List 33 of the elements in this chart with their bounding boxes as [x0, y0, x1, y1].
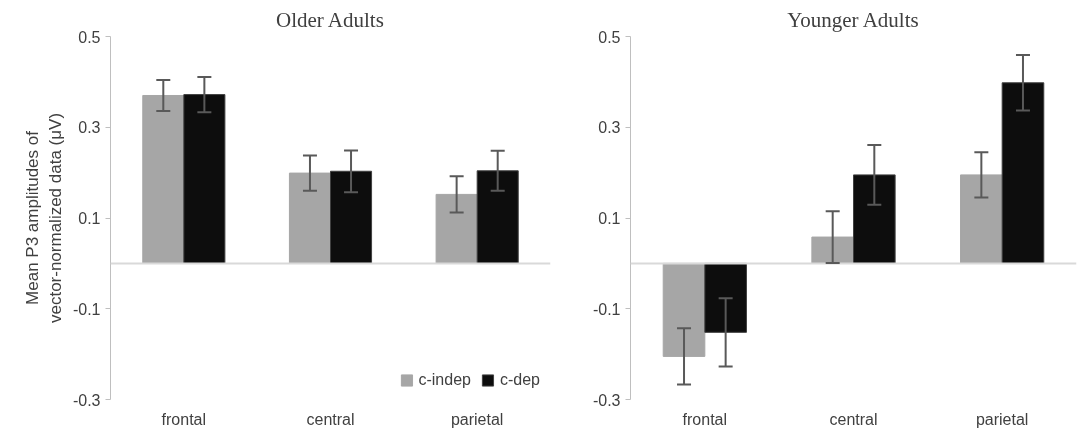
bar	[1001, 82, 1045, 264]
y-tick-label: -0.1	[592, 300, 621, 318]
y-tick-label: -0.3	[72, 391, 101, 409]
x-tick-label: central	[306, 410, 355, 428]
bar	[476, 170, 519, 264]
legend-label: c-dep	[499, 371, 540, 389]
bar	[183, 94, 226, 264]
x-tick-label: parietal	[450, 410, 504, 428]
x-tick-label: parietal	[975, 410, 1029, 428]
y-axis-title: Mean P3 amplitudes of vector-normalized data (μV)	[23, 112, 65, 324]
x-tick-label: central	[829, 410, 878, 428]
bar	[853, 174, 896, 264]
y-tick-label: -0.3	[592, 391, 621, 409]
bar	[662, 262, 706, 357]
y-tick-label: 0.5	[78, 28, 101, 46]
y-tick-label: -0.1	[72, 300, 101, 318]
bar	[811, 236, 854, 264]
y-tick-label: 0.3	[598, 119, 621, 137]
chart-title: Older Adults	[275, 7, 384, 32]
x-tick-label: frontal	[161, 410, 207, 428]
x-tick-label: frontal	[682, 410, 728, 428]
bar	[435, 193, 478, 264]
y-tick-label: 0.1	[598, 210, 621, 227]
y-tick-label: 0.3	[78, 119, 101, 137]
legend-label: c-indep	[418, 371, 471, 389]
chart-title: Younger Adults	[787, 7, 919, 32]
bar	[288, 172, 331, 264]
bar	[330, 170, 373, 264]
bar	[960, 174, 1003, 264]
y-tick-label: 0.5	[598, 28, 621, 46]
bar	[142, 94, 185, 264]
bar	[704, 262, 747, 333]
y-tick-label: 0.1	[78, 210, 101, 227]
